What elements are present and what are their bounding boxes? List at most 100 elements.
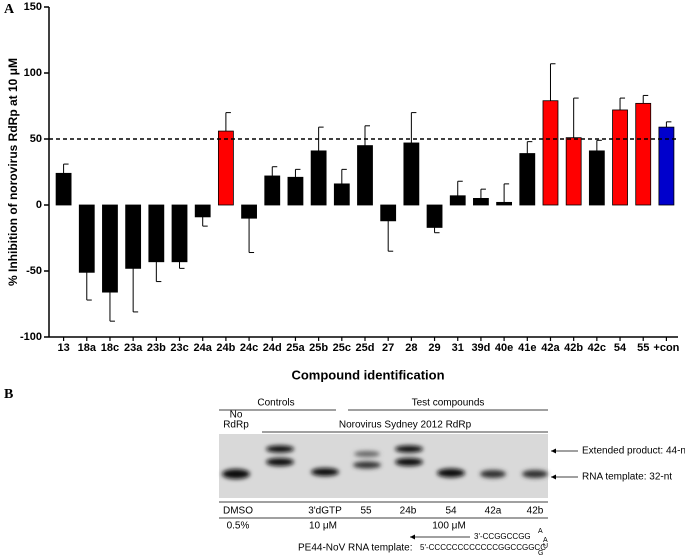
gel-band [522,470,548,478]
x-tick-label: 13 [57,342,69,354]
lane-label: 42b [527,506,544,517]
x-tick-label: 55 [637,342,649,354]
gel-bands [222,445,548,479]
x-tick-label: 28 [405,342,417,354]
bar [125,204,142,269]
bar [217,130,234,206]
x-tick-label: 25a [286,342,305,354]
y-tick-label: -50 [26,265,42,277]
x-tick-label: 23a [124,342,143,354]
x-tick-label: 31 [452,342,464,354]
template-strand: 5'-CCCCCCCCCCCCGGCCGGCC [420,543,546,552]
bar [264,175,281,206]
bar [635,102,652,206]
concentration: 100 μM [432,521,466,532]
template-strand: 3'-CCGGCCGG [474,532,531,541]
lane-label: 42a [485,506,502,517]
gel-band [437,468,465,478]
loop-base: A [538,528,543,535]
concentration: 0.5% [227,521,250,532]
bar [426,204,443,228]
x-tick-label: 27 [382,342,394,354]
x-tick-label: 23c [170,342,188,354]
concentration: 10 μM [309,521,337,532]
bar [496,201,513,206]
x-tick-label: 24c [240,342,258,354]
gel-band [311,468,339,476]
bar [380,204,397,222]
enzyme-label: Norovirus Sydney 2012 RdRp [339,420,472,431]
bar [333,183,350,206]
x-tick-label: 25c [333,342,351,354]
arrowhead [551,448,556,454]
panel-label: A [4,2,15,17]
x-tick-label: 40e [495,342,513,354]
x-tick-label: 42c [588,342,606,354]
arrowhead [410,534,415,540]
bar [194,204,211,218]
gel-band [395,458,423,466]
bar [658,126,675,206]
gel-band [480,470,506,478]
x-tick-label: 42a [541,342,560,354]
plot: -100 -50 0 50 100 150 13 18a 18c 23a 23b 23c 24a 24b 2… [20,1,680,354]
x-tick-label: 42b [564,342,583,354]
x-tick-label: 23b [147,342,166,354]
y-tick-label: 0 [36,199,42,211]
x-axis-label: Compound identification [291,367,444,382]
bar [473,197,489,206]
bar [542,100,559,206]
band-label: Extended product: 44-nt [582,446,685,457]
x-tick-label: 24a [194,342,213,354]
bar [171,204,188,263]
lane-label: 55 [360,506,372,517]
y-tick-label: -100 [20,331,42,343]
x-tick-label: 54 [614,342,627,354]
x-tick-label: 39d [471,342,490,354]
gel-band [266,445,294,453]
x-tick-label: 25d [356,342,375,354]
bar [287,176,304,206]
bar [78,204,95,273]
gel-panel: B Controls Test compounds No RdRp Norovi… [4,387,685,556]
bar [310,150,327,206]
bar [449,195,466,206]
x-tick-label: 18c [101,342,119,354]
bar [55,172,72,206]
gel-band [395,445,423,453]
lane-label: 24b [400,506,417,517]
bar [241,204,257,219]
x-tick-label: 24b [216,342,235,354]
bar [565,137,582,206]
x-tick-label: 18a [78,342,97,354]
template-label: PE44-NoV RNA template: [298,543,413,554]
bar [588,150,605,206]
bar [148,204,165,263]
bar [612,109,628,206]
arrowhead [551,474,556,480]
gel-band [266,458,294,466]
y-tick-label: 150 [24,1,42,13]
loop-base: G [538,550,543,556]
group-label: Test compounds [412,398,485,409]
gel [219,434,548,498]
y-axis-label: % Inhibition of norovirus RdRp at 10 μM [6,58,20,286]
lane-label: 54 [445,506,457,517]
lane-label: 3'dGTP [308,506,342,517]
y-tick-label: 100 [24,67,42,79]
lane-header: RdRp [223,420,249,431]
bar [357,145,373,206]
x-tick-label: 24d [263,342,282,354]
loop-base: A [543,537,548,544]
bar [519,153,536,206]
lane-header: No [230,410,243,421]
bar [102,204,118,293]
gel-band [354,451,380,457]
gel-band [353,461,381,469]
lane-label: DMSO [223,506,253,517]
band-label: RNA template: 32-nt [582,472,672,483]
x-tick-label: 41e [518,342,536,354]
x-tick-label: 29 [428,342,440,354]
loop-base: U [543,543,548,550]
